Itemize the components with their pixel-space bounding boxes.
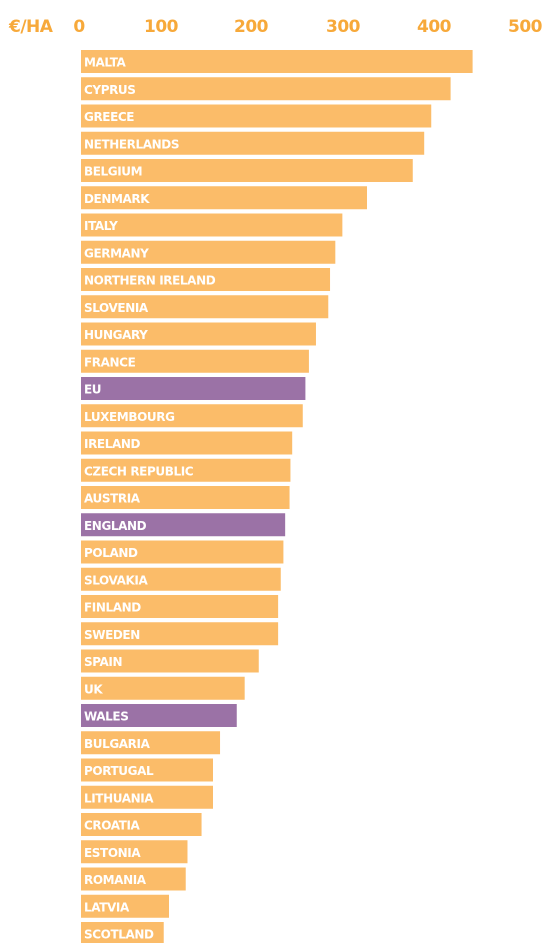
bar [81, 513, 286, 537]
bar [81, 377, 306, 400]
bar [81, 213, 343, 237]
bar [81, 431, 293, 455]
bar-label: BELGIUM [84, 165, 142, 179]
bar [81, 867, 186, 891]
bar-label: GREECE [84, 110, 134, 124]
bar [81, 704, 237, 727]
x-tick-label: 300 [326, 17, 361, 37]
x-tick-label: 100 [144, 17, 179, 37]
bar-label: UK [84, 682, 103, 696]
bar-label: LATVIA [84, 900, 130, 914]
bar [81, 404, 303, 428]
bar [81, 104, 432, 128]
bar-label: FRANCE [84, 355, 136, 369]
bar-label: SWEDEN [84, 628, 140, 642]
bar-label: WALES [84, 710, 128, 724]
bar [81, 349, 309, 373]
x-axis: €/HA 0 100 200 300 400 500 [8, 17, 543, 37]
bar-label: ROMANIA [84, 873, 147, 887]
bar [81, 567, 281, 591]
bar [81, 295, 329, 319]
bar-label: CYPRUS [84, 83, 136, 97]
bar-label: MALTA [84, 56, 127, 70]
bar-label: EU [84, 383, 101, 397]
bars-group: MALTA CYPRUS GREECE NETHERLANDS BELGIUM DENMA… [81, 50, 473, 943]
unit-label: €/HA [8, 17, 54, 37]
bar-label: CZECH REPUBLIC [84, 464, 194, 478]
bar-label: IRELAND [84, 437, 140, 451]
bar [81, 159, 413, 182]
bar-label: SPAIN [84, 655, 122, 669]
bar [81, 894, 169, 918]
bar-label: BULGARIA [84, 737, 151, 751]
bar [81, 458, 291, 482]
bar-label: LITHUANIA [84, 791, 154, 805]
bar [81, 240, 336, 264]
bar [81, 785, 213, 809]
bar [81, 77, 451, 101]
x-tick-label: 200 [234, 17, 269, 37]
bar-label: SLOVAKIA [84, 573, 148, 587]
bar [81, 540, 284, 564]
bar-label: SLOVENIA [84, 301, 149, 315]
bar [81, 186, 367, 210]
x-tick-label: 400 [417, 17, 452, 37]
bar [81, 649, 259, 673]
x-tick-label: 0 [73, 17, 85, 37]
bar-label: FINLAND [84, 601, 141, 615]
bar [81, 322, 316, 346]
bar-label: NETHERLANDS [84, 137, 179, 151]
bar [81, 486, 290, 509]
bar-label: LUXEMBOURG [84, 410, 175, 424]
bar [81, 813, 202, 836]
bar-label: POLAND [84, 546, 138, 560]
bar [81, 758, 213, 782]
bar [81, 731, 221, 755]
bar [81, 595, 279, 618]
bar-label: ESTONIA [84, 846, 141, 860]
bar [81, 268, 331, 291]
x-tick-label: 500 [508, 17, 543, 37]
bar-label: SCOTLAND [84, 928, 154, 942]
bar-label: CROATIA [84, 819, 141, 833]
bar-label: PORTUGAL [84, 764, 154, 778]
bar-label: DENMARK [84, 192, 150, 206]
bar [81, 676, 245, 700]
bar-label: ITALY [84, 219, 118, 233]
bar-label: NORTHERN IRELAND [84, 274, 216, 288]
bar [81, 922, 164, 943]
bar-label: AUSTRIA [84, 492, 141, 506]
bar-label: HUNGARY [84, 328, 148, 342]
bar [81, 50, 473, 73]
bar-label: GERMANY [84, 246, 149, 260]
bar [81, 622, 279, 646]
bar [81, 131, 425, 155]
bar-label: ENGLAND [84, 519, 147, 533]
bar [81, 840, 188, 864]
